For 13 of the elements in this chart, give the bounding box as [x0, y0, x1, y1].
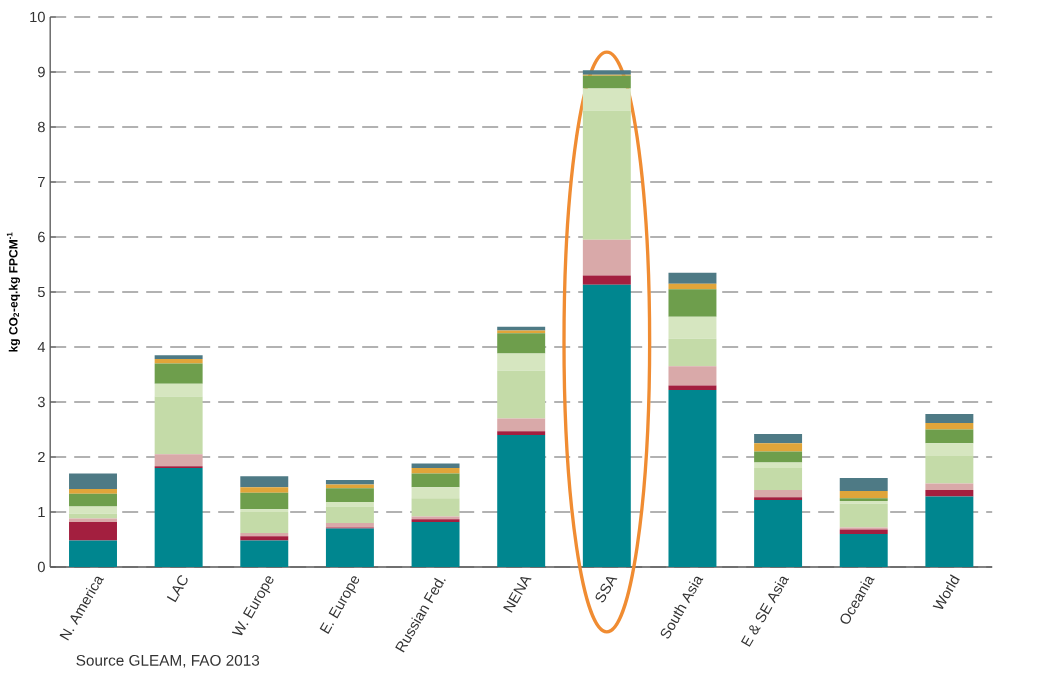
y-tick-label: 3 [37, 396, 45, 408]
y-tick-label: 8 [37, 121, 45, 133]
y-tick-label: 5 [37, 286, 45, 298]
y-tick-label: 4 [37, 341, 46, 353]
y-tick-label: 0 [37, 561, 45, 573]
y-tick-label: 6 [38, 231, 45, 243]
source-note: Source GLEAM, FAO 2013 [76, 654, 260, 668]
y-tick-label: 10 [30, 11, 45, 23]
y-tick-label: 2 [38, 451, 45, 463]
y-tick-label: 9 [38, 66, 45, 78]
y-tick-label: 7 [38, 176, 45, 188]
y-axis-title: kg CO$_{2}$-eq.kg FPCM$^{-1}$ [6, 232, 21, 352]
y-tick-label: 1 [38, 506, 45, 518]
